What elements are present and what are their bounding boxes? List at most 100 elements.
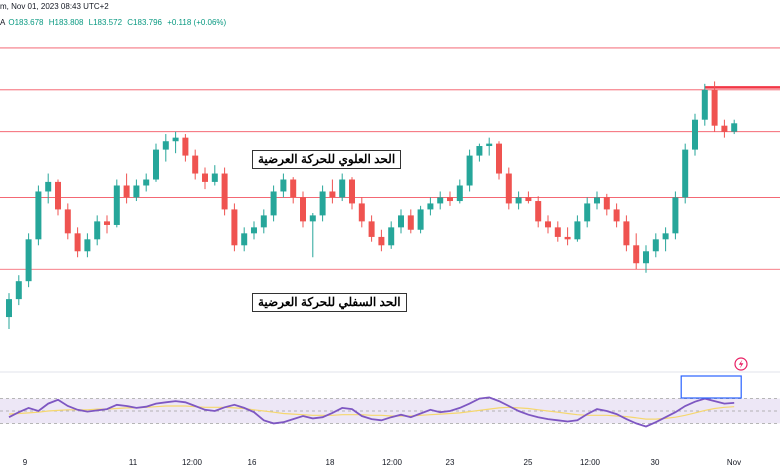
candle-25 [251, 221, 257, 240]
candle-70 [692, 113, 698, 156]
candle-26 [260, 209, 267, 234]
upper-range-label: الحد العلوي للحركة العرضية [252, 150, 402, 169]
x-tick-10: Nov [727, 458, 741, 467]
ohlc-low: L183.572 [88, 18, 123, 27]
candle-72 [711, 81, 718, 132]
candle-60 [594, 191, 600, 210]
candle-74 [731, 119, 738, 135]
candle-10 [104, 215, 110, 234]
candle-43 [427, 197, 434, 216]
rsi-ma-line [8, 405, 735, 420]
candle-57 [564, 227, 571, 246]
lower-range-label: الحد السفلي للحركة العرضية [252, 293, 407, 312]
candle-28 [280, 173, 287, 198]
candle-53 [525, 191, 532, 204]
candle-24 [241, 227, 248, 252]
candle-44 [437, 191, 444, 210]
candle-14 [143, 173, 150, 192]
x-axis-ticks: 9 11 12:00 16 18 12:00 23 25 12:00 30 Nov [23, 458, 741, 467]
candle-7 [74, 227, 81, 258]
candle-41 [407, 209, 414, 234]
candle-12 [123, 173, 130, 204]
candle-52 [515, 191, 522, 210]
chart-header: m, Nov 01, 2023 08:43 UTC+2 [0, 2, 109, 11]
candle-13 [133, 179, 140, 202]
x-tick-0: 9 [23, 458, 28, 467]
candle-64 [633, 233, 640, 270]
candle-15 [153, 143, 159, 182]
candle-31 [309, 213, 316, 258]
candle-71 [701, 83, 708, 126]
candle-33 [329, 179, 336, 204]
candle-3 [35, 185, 42, 246]
candle-65 [643, 245, 649, 273]
horizontal-levels [0, 47, 780, 270]
ohlc-high: H183.808 [48, 18, 84, 27]
candle-0 [6, 293, 12, 330]
candle-27 [270, 185, 277, 222]
candle-69 [682, 143, 689, 204]
x-tick-2: 12:00 [182, 458, 203, 467]
candle-11 [113, 179, 120, 228]
candle-9 [94, 215, 101, 246]
candle-5 [55, 179, 61, 216]
candle-67 [662, 227, 669, 252]
candle-47 [466, 149, 473, 192]
x-tick-6: 23 [446, 458, 455, 467]
rsi-highlight-box [680, 375, 742, 399]
candle-68 [672, 191, 679, 240]
x-tick-1: 11 [129, 458, 138, 467]
candle-42 [417, 205, 424, 234]
candle-37 [368, 215, 375, 242]
candles [6, 81, 738, 330]
rsi-indicator [8, 375, 742, 428]
candle-32 [319, 185, 326, 222]
candle-46 [456, 179, 463, 204]
candle-16 [162, 134, 169, 162]
lightning-icon[interactable] [734, 357, 748, 371]
x-tick-3: 16 [248, 458, 257, 467]
candle-4 [45, 173, 52, 204]
candle-38 [378, 229, 385, 252]
candle-58 [574, 215, 581, 242]
x-tick-9: 30 [651, 458, 660, 467]
candle-23 [231, 203, 238, 252]
candle-22 [221, 167, 228, 216]
candle-48 [476, 143, 483, 162]
x-tick-4: 18 [326, 458, 335, 467]
candle-34 [339, 173, 346, 202]
candle-29 [290, 177, 297, 204]
candle-40 [398, 209, 404, 234]
candle-54 [535, 196, 542, 228]
candle-21 [211, 165, 218, 186]
candle-18 [182, 134, 189, 162]
candle-66 [652, 233, 659, 258]
candle-49 [486, 137, 493, 156]
candle-39 [388, 221, 395, 249]
ohlc-prefix: A [0, 18, 6, 27]
candle-36 [358, 197, 365, 228]
candle-56 [554, 221, 561, 242]
ohlc-readout: A O183.678 H183.808 L183.572 C183.796 +0.… [0, 18, 229, 27]
x-tick-5: 12:00 [382, 458, 403, 467]
candle-19 [192, 149, 199, 180]
candle-63 [623, 215, 630, 252]
ohlc-close: C183.796 [127, 18, 162, 27]
candle-30 [300, 191, 306, 228]
chart-title: m, Nov 01, 2023 08:43 UTC+2 [0, 2, 109, 11]
candle-6 [64, 203, 71, 240]
candle-20 [202, 167, 208, 190]
candle-50 [496, 141, 502, 180]
rsi-line [8, 396, 735, 428]
candle-45 [447, 191, 453, 206]
candle-35 [349, 177, 355, 210]
candle-51 [505, 167, 512, 210]
candle-17 [172, 131, 179, 154]
candle-1 [15, 275, 22, 306]
candle-61 [603, 193, 610, 216]
ohlc-open: O183.678 [8, 18, 44, 27]
x-tick-7: 25 [524, 458, 533, 467]
candle-55 [545, 215, 551, 234]
candle-62 [613, 203, 620, 228]
